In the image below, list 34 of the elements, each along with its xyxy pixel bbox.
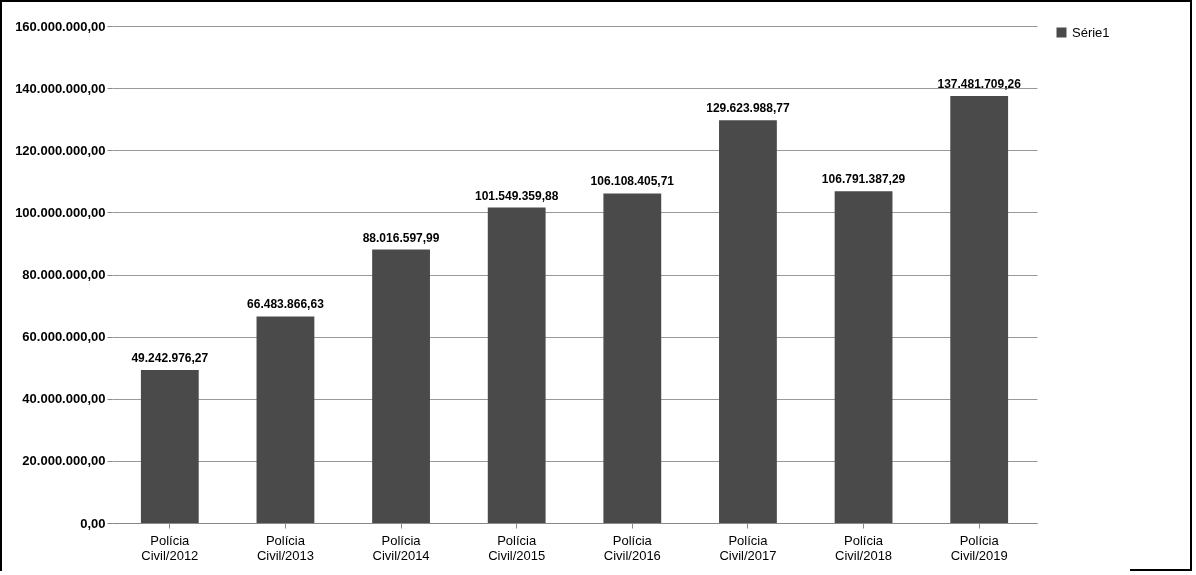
data-label: 129.623.988,77 — [706, 101, 790, 116]
x-tick-label: Polícia Civil/2013 — [256, 532, 314, 563]
y-tick-label: 160.000.000,00 — [15, 18, 106, 34]
x-tick-label: Polícia Civil/2012 — [141, 532, 199, 563]
bar — [834, 191, 893, 523]
bar — [372, 249, 430, 523]
x-tick-label: Polícia Civil/2019 — [950, 532, 1008, 563]
y-tick-label: 0,00 — [80, 515, 106, 531]
bar — [487, 207, 546, 523]
x-tick-label: Polícia Civil/2018 — [835, 532, 893, 563]
data-label: 106.791.387,29 — [821, 172, 906, 187]
data-label: 49.242.976,27 — [131, 351, 209, 366]
x-tick-label: Polícia Civil/2017 — [719, 532, 777, 563]
y-tick-label: 100.000.000,00 — [15, 204, 106, 220]
y-tick-label: 20.000.000,00 — [22, 453, 106, 469]
y-tick-label: 140.000.000,00 — [15, 80, 106, 96]
bar — [603, 193, 662, 523]
y-tick-label: 40.000.000,00 — [22, 391, 106, 407]
bar — [140, 370, 199, 523]
bar — [256, 316, 315, 523]
bar — [950, 95, 1009, 523]
y-tick-label: 120.000.000,00 — [15, 142, 106, 158]
data-label: 106.108.405,71 — [590, 174, 675, 189]
data-label: 137.481.709,26 — [937, 76, 1022, 91]
x-tick-label: Polícia Civil/2014 — [372, 532, 430, 563]
y-tick-label: 60.000.000,00 — [22, 329, 106, 345]
data-label: 66.483.866,63 — [247, 297, 325, 312]
data-label: 88.016.597,99 — [362, 230, 440, 245]
data-label: 101.549.359,88 — [474, 188, 559, 203]
bar — [719, 120, 777, 523]
x-tick-label: Polícia Civil/2015 — [488, 532, 546, 563]
y-tick-label: 80.000.000,00 — [22, 267, 106, 282]
legend-label: Série1 — [1072, 24, 1110, 40]
x-tick-label: Polícia Civil/2016 — [603, 532, 661, 563]
